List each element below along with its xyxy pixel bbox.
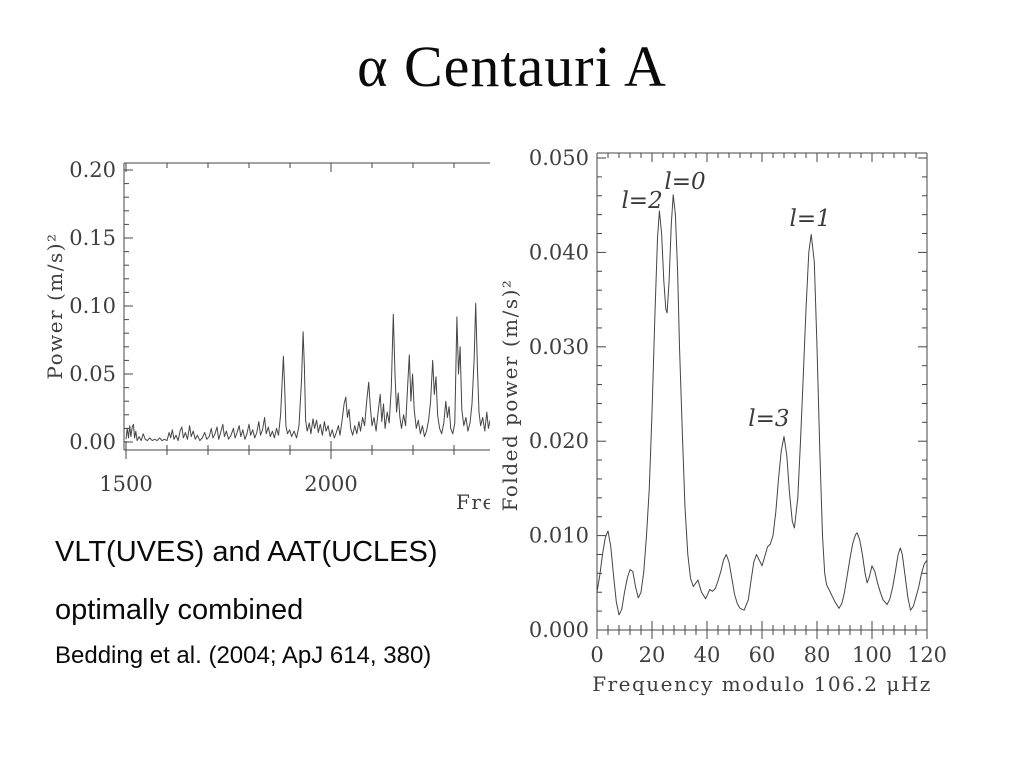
axis-titles: Folded power (m/s)² Frequency modulo 106.… [498,279,932,696]
svg-text:40: 40 [694,643,721,667]
svg-text:100: 100 [852,643,892,667]
slide-title: α Centauri A [357,34,667,99]
axes [596,152,928,639]
axes [123,162,490,459]
y-axis-title: Folded power (m/s)² [498,279,522,512]
svg-text:0.040: 0.040 [529,240,589,264]
folded-power-chart: 0 20 40 60 80 100 120 0.000 0.010 0.020 0.030 0.040… [498,146,947,696]
caption-line-2: optimally combined [55,594,304,626]
svg-text:0: 0 [590,643,603,667]
tick-labels: 0 20 40 60 80 100 120 0.000 0.010 0.020 0.030 0.040… [529,146,947,667]
svg-text:1500: 1500 [99,472,152,496]
y-axis-title: Power (m/s)² [43,232,67,379]
svg-text:0.010: 0.010 [529,524,589,548]
svg-text:l=3: l=3 [748,406,789,432]
series-line [125,302,490,442]
svg-text:l=2: l=2 [621,188,662,214]
svg-text:80: 80 [804,643,831,667]
x-axis-title: Frequency modulo 106.2 μHz [592,672,932,696]
mode-labels: l=2l=0 l=1 l=3 [621,169,830,432]
tick-labels: 1500 2000 0.00 0.05 0.10 0.15 0.20 [69,158,357,496]
caption-line-1: VLT(UVES) and AAT(UCLES) [55,536,438,568]
axis-titles: Power (m/s)² Fre [43,232,490,514]
svg-text:l=1: l=1 [789,206,830,232]
svg-text:0.050: 0.050 [529,146,589,170]
x-axis-title: Fre [456,490,490,514]
svg-text:0.030: 0.030 [529,335,589,359]
series-line [596,194,928,616]
svg-text:20: 20 [639,643,666,667]
svg-text:0.10: 0.10 [69,294,116,318]
svg-text:0.00: 0.00 [69,430,116,454]
citation: Bedding et al. (2004; ApJ 614, 380) [55,642,432,669]
svg-text:0.020: 0.020 [529,429,589,453]
power-spectrum-chart: 1500 2000 0.00 0.05 0.10 0.15 0.20 Power (m/s)²… [43,158,490,514]
svg-text:0.15: 0.15 [69,226,116,250]
svg-text:0.05: 0.05 [69,362,116,386]
svg-text:60: 60 [749,643,776,667]
svg-text:120: 120 [907,643,947,667]
svg-text:2000: 2000 [304,472,357,496]
svg-text:l=0: l=0 [664,169,705,195]
svg-text:0.20: 0.20 [69,158,116,182]
svg-text:0.000: 0.000 [529,618,589,642]
